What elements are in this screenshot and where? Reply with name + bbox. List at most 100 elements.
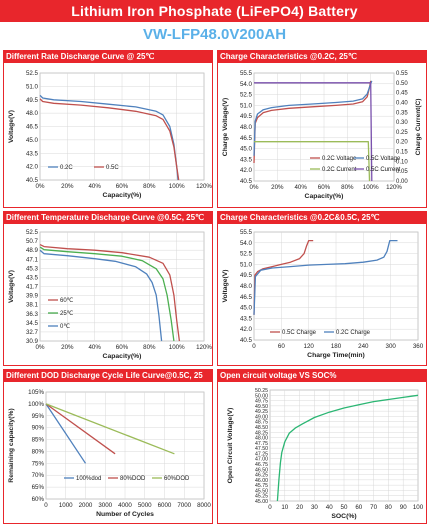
y-tick-label: 42.0 <box>240 326 253 333</box>
y2-tick-label: 0.00 <box>396 179 408 185</box>
x-tick-label: 240 <box>358 343 369 350</box>
y2-tick-label: 0.45 <box>396 91 408 97</box>
y-axis-label: Remaining capacity(%) <box>8 408 15 482</box>
x-axis-label: Number of Cycles <box>96 511 154 518</box>
y-tick-label: 54.0 <box>240 81 253 88</box>
x-tick-label: 300 <box>386 343 397 350</box>
x-tick-label: 40% <box>294 184 307 191</box>
y-tick-label: 40.5 <box>240 178 253 185</box>
temp-discharge-chart: 52.5 50.7 48.9 47.1 45.3 43.5 41.7 39.9 38.1 36.3… <box>8 229 212 360</box>
y2-axis-label: Charge Current(C) <box>415 99 422 156</box>
y-tick-label: 75% <box>32 460 45 467</box>
y-tick-label: 46.50 <box>255 467 268 473</box>
y-axis-label: Voltage(V) <box>222 269 229 302</box>
y-tick-label: 52.5 <box>26 229 39 236</box>
x-tick-label: 0 <box>268 504 272 511</box>
y2-tick-label: 0.55 <box>396 71 408 77</box>
y-tick-label: 45.25 <box>255 494 268 500</box>
x-axis-label: Capacity(%) <box>103 353 142 360</box>
y-tick-label: 48.0 <box>26 110 39 117</box>
series-line <box>253 239 398 315</box>
y-tick-label: 100% <box>28 401 44 408</box>
series-line <box>253 239 314 315</box>
legend-entry: 0.5C Voltage <box>366 156 401 162</box>
x-tick-label: 2000 <box>79 502 93 509</box>
legend-entry: 0.5C <box>106 165 119 171</box>
y-tick-label: 49.5 <box>240 113 253 120</box>
x-tick-label: 90 <box>400 504 407 511</box>
panel-title: Charge Characteristics @0.2C, 25℃ <box>218 51 426 63</box>
x-tick-label: 60% <box>116 183 129 190</box>
y-tick-label: 65% <box>32 484 45 491</box>
y-tick-label: 49.5 <box>26 97 39 104</box>
y-tick-label: 45.0 <box>240 146 253 153</box>
y-tick-label: 48.00 <box>255 436 268 442</box>
y-tick-label: 43.5 <box>26 150 39 157</box>
x-tick-label: 40% <box>88 344 101 351</box>
legend-entry: 0℃ <box>60 324 70 330</box>
temp-discharge-panel: Different Temperature Discharge Curve @0… <box>3 211 213 366</box>
model-number: VW-LFP48.0V200AH <box>142 26 287 43</box>
series-line <box>276 394 419 502</box>
x-axis-label: Charge Time(min) <box>307 352 365 359</box>
y-tick-label: 45.50 <box>255 488 268 494</box>
y-tick-label: 50.7 <box>26 238 39 245</box>
y2-tick-label: 0.25 <box>396 130 408 136</box>
y-tick-label: 46.5 <box>240 135 253 142</box>
y-tick-label: 52.5 <box>240 251 253 258</box>
series-line <box>253 80 373 156</box>
y-axis-label: Open Circuit Voltage(V) <box>227 408 234 484</box>
y2-tick-label: 0.20 <box>396 140 408 146</box>
y-tick-label: 41.7 <box>26 284 39 291</box>
y-tick-label: 45.0 <box>26 137 39 144</box>
y-tick-label: 48.75 <box>255 420 268 426</box>
x-tick-label: 360 <box>413 343 424 350</box>
legend-entry: 0.2C <box>60 165 73 171</box>
charge-time-panel: Charge Characteristics @0.2C&0.5C, 25℃ 5… <box>217 211 427 366</box>
x-tick-label: 120% <box>386 184 402 191</box>
x-tick-label: 0% <box>36 344 45 351</box>
y-tick-label: 51.0 <box>240 102 253 109</box>
legend-entry: 100%dod <box>76 476 101 482</box>
y-tick-label: 50.00 <box>255 393 268 399</box>
x-axis-label: Capacity(%) <box>305 193 344 200</box>
y-tick-label: 46.75 <box>255 462 268 468</box>
y-tick-label: 45.0 <box>240 305 253 312</box>
x-tick-label: 0 <box>44 502 48 509</box>
x-tick-label: 20 <box>296 504 303 511</box>
y-tick-label: 45.00 <box>255 499 268 505</box>
legend-entry: 0.2C Current <box>322 167 357 173</box>
y-tick-label: 85% <box>32 437 45 444</box>
y-tick-label: 47.1 <box>26 256 39 263</box>
legend-entry: 0.5C Current <box>366 167 401 173</box>
legend-entry: 80%DOD <box>120 476 146 482</box>
y-tick-label: 50.25 <box>255 388 268 394</box>
x-tick-label: 30 <box>311 504 318 511</box>
x-tick-label: 100% <box>169 344 185 351</box>
y-tick-label: 49.25 <box>255 409 268 415</box>
y-tick-label: 48.25 <box>255 430 268 436</box>
legend-entry: 60℃ <box>60 298 74 304</box>
legend-entry: 60%DOD <box>164 476 190 482</box>
x-tick-label: 80% <box>143 344 156 351</box>
y-tick-label: 30.9 <box>26 338 39 345</box>
x-tick-label: 120% <box>196 183 212 190</box>
panel-title: Charge Characteristics @0.2C&0.5C, 25℃ <box>218 212 426 224</box>
series-line <box>39 98 180 181</box>
y-tick-label: 46.00 <box>255 478 268 484</box>
series-line <box>253 80 372 164</box>
charge-char-chart: 55.5 54.0 52.5 51.0 49.5 48.0 46.5 45.0 43.5 42.0… <box>222 70 422 200</box>
x-tick-label: 40% <box>88 183 101 190</box>
series-line <box>45 403 87 464</box>
y-tick-label: 90% <box>32 425 45 432</box>
y-tick-label: 49.75 <box>255 399 268 405</box>
y-tick-label: 49.00 <box>255 414 268 420</box>
y-tick-label: 45.75 <box>255 483 268 489</box>
y-tick-label: 48.0 <box>240 124 253 131</box>
y-tick-label: 43.5 <box>26 274 39 281</box>
x-tick-label: 4000 <box>118 502 132 509</box>
y-tick-label: 32.7 <box>26 329 39 336</box>
series-line <box>254 82 373 182</box>
y2-tick-label: 0.10 <box>396 159 408 165</box>
x-tick-label: 120% <box>196 344 212 351</box>
